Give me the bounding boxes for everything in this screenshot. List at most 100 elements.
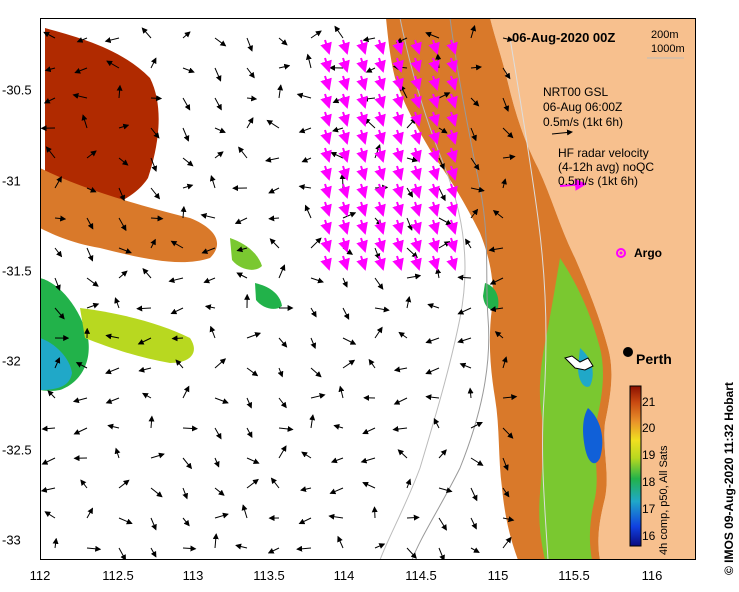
gsl-arrow xyxy=(501,178,507,189)
gsl-arrow xyxy=(54,277,61,292)
gsl-arrow xyxy=(329,487,344,495)
gsl-arrow xyxy=(212,533,219,549)
gsl-arrow xyxy=(86,545,102,552)
gsl-arrow xyxy=(342,359,356,369)
radar-arrow xyxy=(338,129,350,145)
y-tick-label: -31.5 xyxy=(2,263,32,279)
radar-arrow xyxy=(320,39,332,55)
gsl-arrow xyxy=(489,277,504,285)
gsl-arrow xyxy=(305,53,312,69)
radar-arrow xyxy=(446,237,458,253)
radar-arrow xyxy=(392,129,404,145)
gsl-arrow xyxy=(278,264,286,279)
gsl-arrow xyxy=(118,517,133,525)
gsl-arrow xyxy=(470,487,478,502)
argo-label: Argo xyxy=(634,246,662,260)
gsl-arrow xyxy=(470,157,480,171)
radar-arrow xyxy=(446,75,458,91)
gsl-arrow xyxy=(296,92,312,99)
radar-arrow xyxy=(410,183,422,199)
gsl-arrow xyxy=(438,217,452,226)
radar-arrow xyxy=(428,165,440,181)
colorbar-tick-20: 20 xyxy=(642,421,656,435)
radar-legend-line1: HF radar velocity xyxy=(558,146,649,160)
gsl-arrow xyxy=(362,481,376,489)
gsl-arrow xyxy=(278,445,287,459)
hf-radar-velocity-arrows xyxy=(320,39,458,271)
gsl-legend-line1: NRT00 GSL xyxy=(543,85,609,99)
gsl-arrow xyxy=(310,307,317,318)
radar-arrow xyxy=(356,165,368,181)
gsl-arrow xyxy=(502,536,512,549)
gsl-arrow xyxy=(470,547,480,553)
radar-arrow xyxy=(356,255,368,271)
gsl-arrow xyxy=(304,204,312,219)
radar-arrow xyxy=(320,219,332,235)
gsl-arrow xyxy=(246,37,253,52)
gsl-arrow xyxy=(265,156,280,163)
gsl-arrow xyxy=(502,67,511,80)
gsl-arrow xyxy=(406,187,414,198)
gsl-arrow xyxy=(171,335,184,342)
radar-arrow xyxy=(428,93,440,109)
gsl-arrow xyxy=(44,66,56,73)
radar-arrow xyxy=(338,93,350,109)
radar-arrow xyxy=(320,111,332,127)
gsl-arrow xyxy=(150,95,163,102)
y-tick-label: -30.5 xyxy=(2,82,32,98)
gsl-arrow xyxy=(398,331,408,339)
gsl-arrow xyxy=(334,25,344,39)
gsl-arrow xyxy=(278,397,287,409)
gsl-arrow xyxy=(43,97,56,104)
gsl-arrow xyxy=(148,415,155,429)
radar-arrow xyxy=(320,93,332,109)
gsl-arrow xyxy=(75,362,88,369)
gsl-arrow xyxy=(309,414,316,429)
radar-arrow xyxy=(428,237,440,253)
radar-arrow xyxy=(446,129,458,145)
gsl-arrow xyxy=(438,517,447,531)
gsl-arrow xyxy=(438,547,445,560)
gsl-arrow xyxy=(406,547,417,559)
radar-arrow xyxy=(392,183,404,199)
gsl-arrow xyxy=(182,545,197,552)
gsl-arrow xyxy=(393,366,408,373)
gsl-arrow xyxy=(277,84,284,99)
gsl-arrow xyxy=(406,156,419,163)
gsl-arrow xyxy=(438,241,451,249)
radar-arrow xyxy=(410,111,422,127)
gsl-arrow xyxy=(40,486,56,493)
radar-arrow xyxy=(338,183,350,199)
radar-arrow xyxy=(446,93,458,109)
gsl-arrow xyxy=(234,217,248,224)
radar-arrow xyxy=(410,255,422,271)
gsl-arrow xyxy=(268,215,280,222)
gsl-arrow xyxy=(278,37,288,46)
gsl-arrow xyxy=(246,332,262,339)
gsl-arrow xyxy=(241,504,248,519)
gsl-arrow xyxy=(467,387,474,399)
gsl-arrow xyxy=(470,422,483,429)
radar-arrow xyxy=(392,255,404,271)
gsl-arrow xyxy=(267,547,280,554)
x-tick-label: 112 xyxy=(29,568,51,583)
gsl-arrow xyxy=(406,217,413,231)
radar-arrow xyxy=(392,39,404,55)
gsl-arrow xyxy=(278,425,294,432)
gsl-arrow xyxy=(72,397,88,404)
radar-arrow xyxy=(374,93,386,109)
x-tick-label: 114.5 xyxy=(405,568,437,583)
radar-arrow xyxy=(410,237,422,253)
gsl-arrow xyxy=(425,367,440,375)
radar-arrow xyxy=(320,147,332,163)
gsl-arrow xyxy=(86,247,94,262)
gsl-arrow xyxy=(371,506,378,519)
gsl-arrow xyxy=(470,64,482,71)
radar-arrow xyxy=(338,39,350,55)
radar-arrow xyxy=(410,75,422,91)
gsl-arrow xyxy=(86,277,99,287)
gsl-arrow xyxy=(214,397,229,404)
gsl-arrow xyxy=(362,36,376,43)
gsl-arrow xyxy=(150,215,164,222)
gsl-arrow xyxy=(364,117,376,129)
